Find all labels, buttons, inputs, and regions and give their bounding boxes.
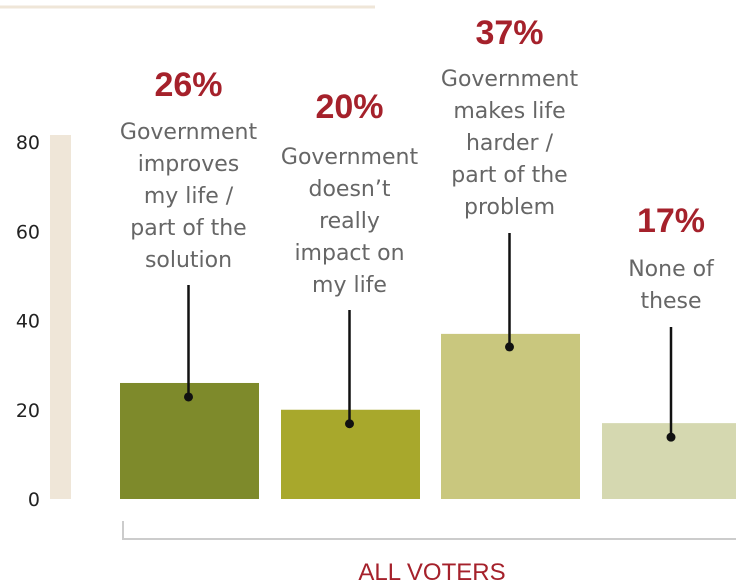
category-label-line: makes life xyxy=(453,99,565,124)
y-tick-label: 80 xyxy=(16,132,40,154)
category-label-line: harder / xyxy=(466,131,554,156)
category-label-line: Government xyxy=(281,145,419,170)
category-label: Government doesn’t really impact on my life xyxy=(281,145,419,298)
category-label-line: these xyxy=(640,289,701,314)
y-axis: 0 20 40 60 80 xyxy=(16,132,40,511)
y-tick-label: 0 xyxy=(28,489,40,511)
category-label-line: my life xyxy=(312,273,387,298)
value-label: 26% xyxy=(154,66,222,104)
bar-labels: 26% Government improves my life / part of th… xyxy=(120,14,715,314)
category-label-line: impact on xyxy=(294,241,404,266)
leader-dot xyxy=(184,392,193,402)
leader-dot xyxy=(345,419,354,429)
category-label-line: part of the xyxy=(130,216,246,241)
category-label-line: Government xyxy=(441,67,579,92)
category-label-line: doesn’t xyxy=(309,177,391,202)
category-label-line: Government xyxy=(120,120,258,145)
category-label-line: part of the xyxy=(451,163,567,188)
category-label-line: my life / xyxy=(144,184,234,209)
leader-dot xyxy=(666,432,676,442)
y-tick-label: 40 xyxy=(16,311,40,333)
y-tick-label: 20 xyxy=(16,400,40,422)
value-label: 17% xyxy=(637,202,705,240)
group-bracket xyxy=(122,521,736,540)
bars xyxy=(120,333,736,499)
category-label: Government improves my life / part of the so… xyxy=(120,120,258,273)
leader-lines xyxy=(184,233,676,442)
value-label: 20% xyxy=(315,88,383,126)
bar xyxy=(120,382,259,499)
y-tick-label: 60 xyxy=(16,221,40,243)
category-label-line: None of xyxy=(628,257,715,282)
category-label: Government makes life harder / part of the p… xyxy=(441,67,579,220)
category-label-line: really xyxy=(319,209,380,234)
bar xyxy=(441,333,580,499)
y-axis-band xyxy=(50,135,71,499)
value-label: 37% xyxy=(475,14,543,52)
category-label-line: solution xyxy=(145,248,232,273)
category-label-line: improves xyxy=(138,152,240,177)
category-label-line: problem xyxy=(464,195,555,220)
group-label: ALL VOTERS xyxy=(358,559,505,586)
leader-dot xyxy=(505,342,514,352)
category-label: None of these xyxy=(628,257,715,314)
